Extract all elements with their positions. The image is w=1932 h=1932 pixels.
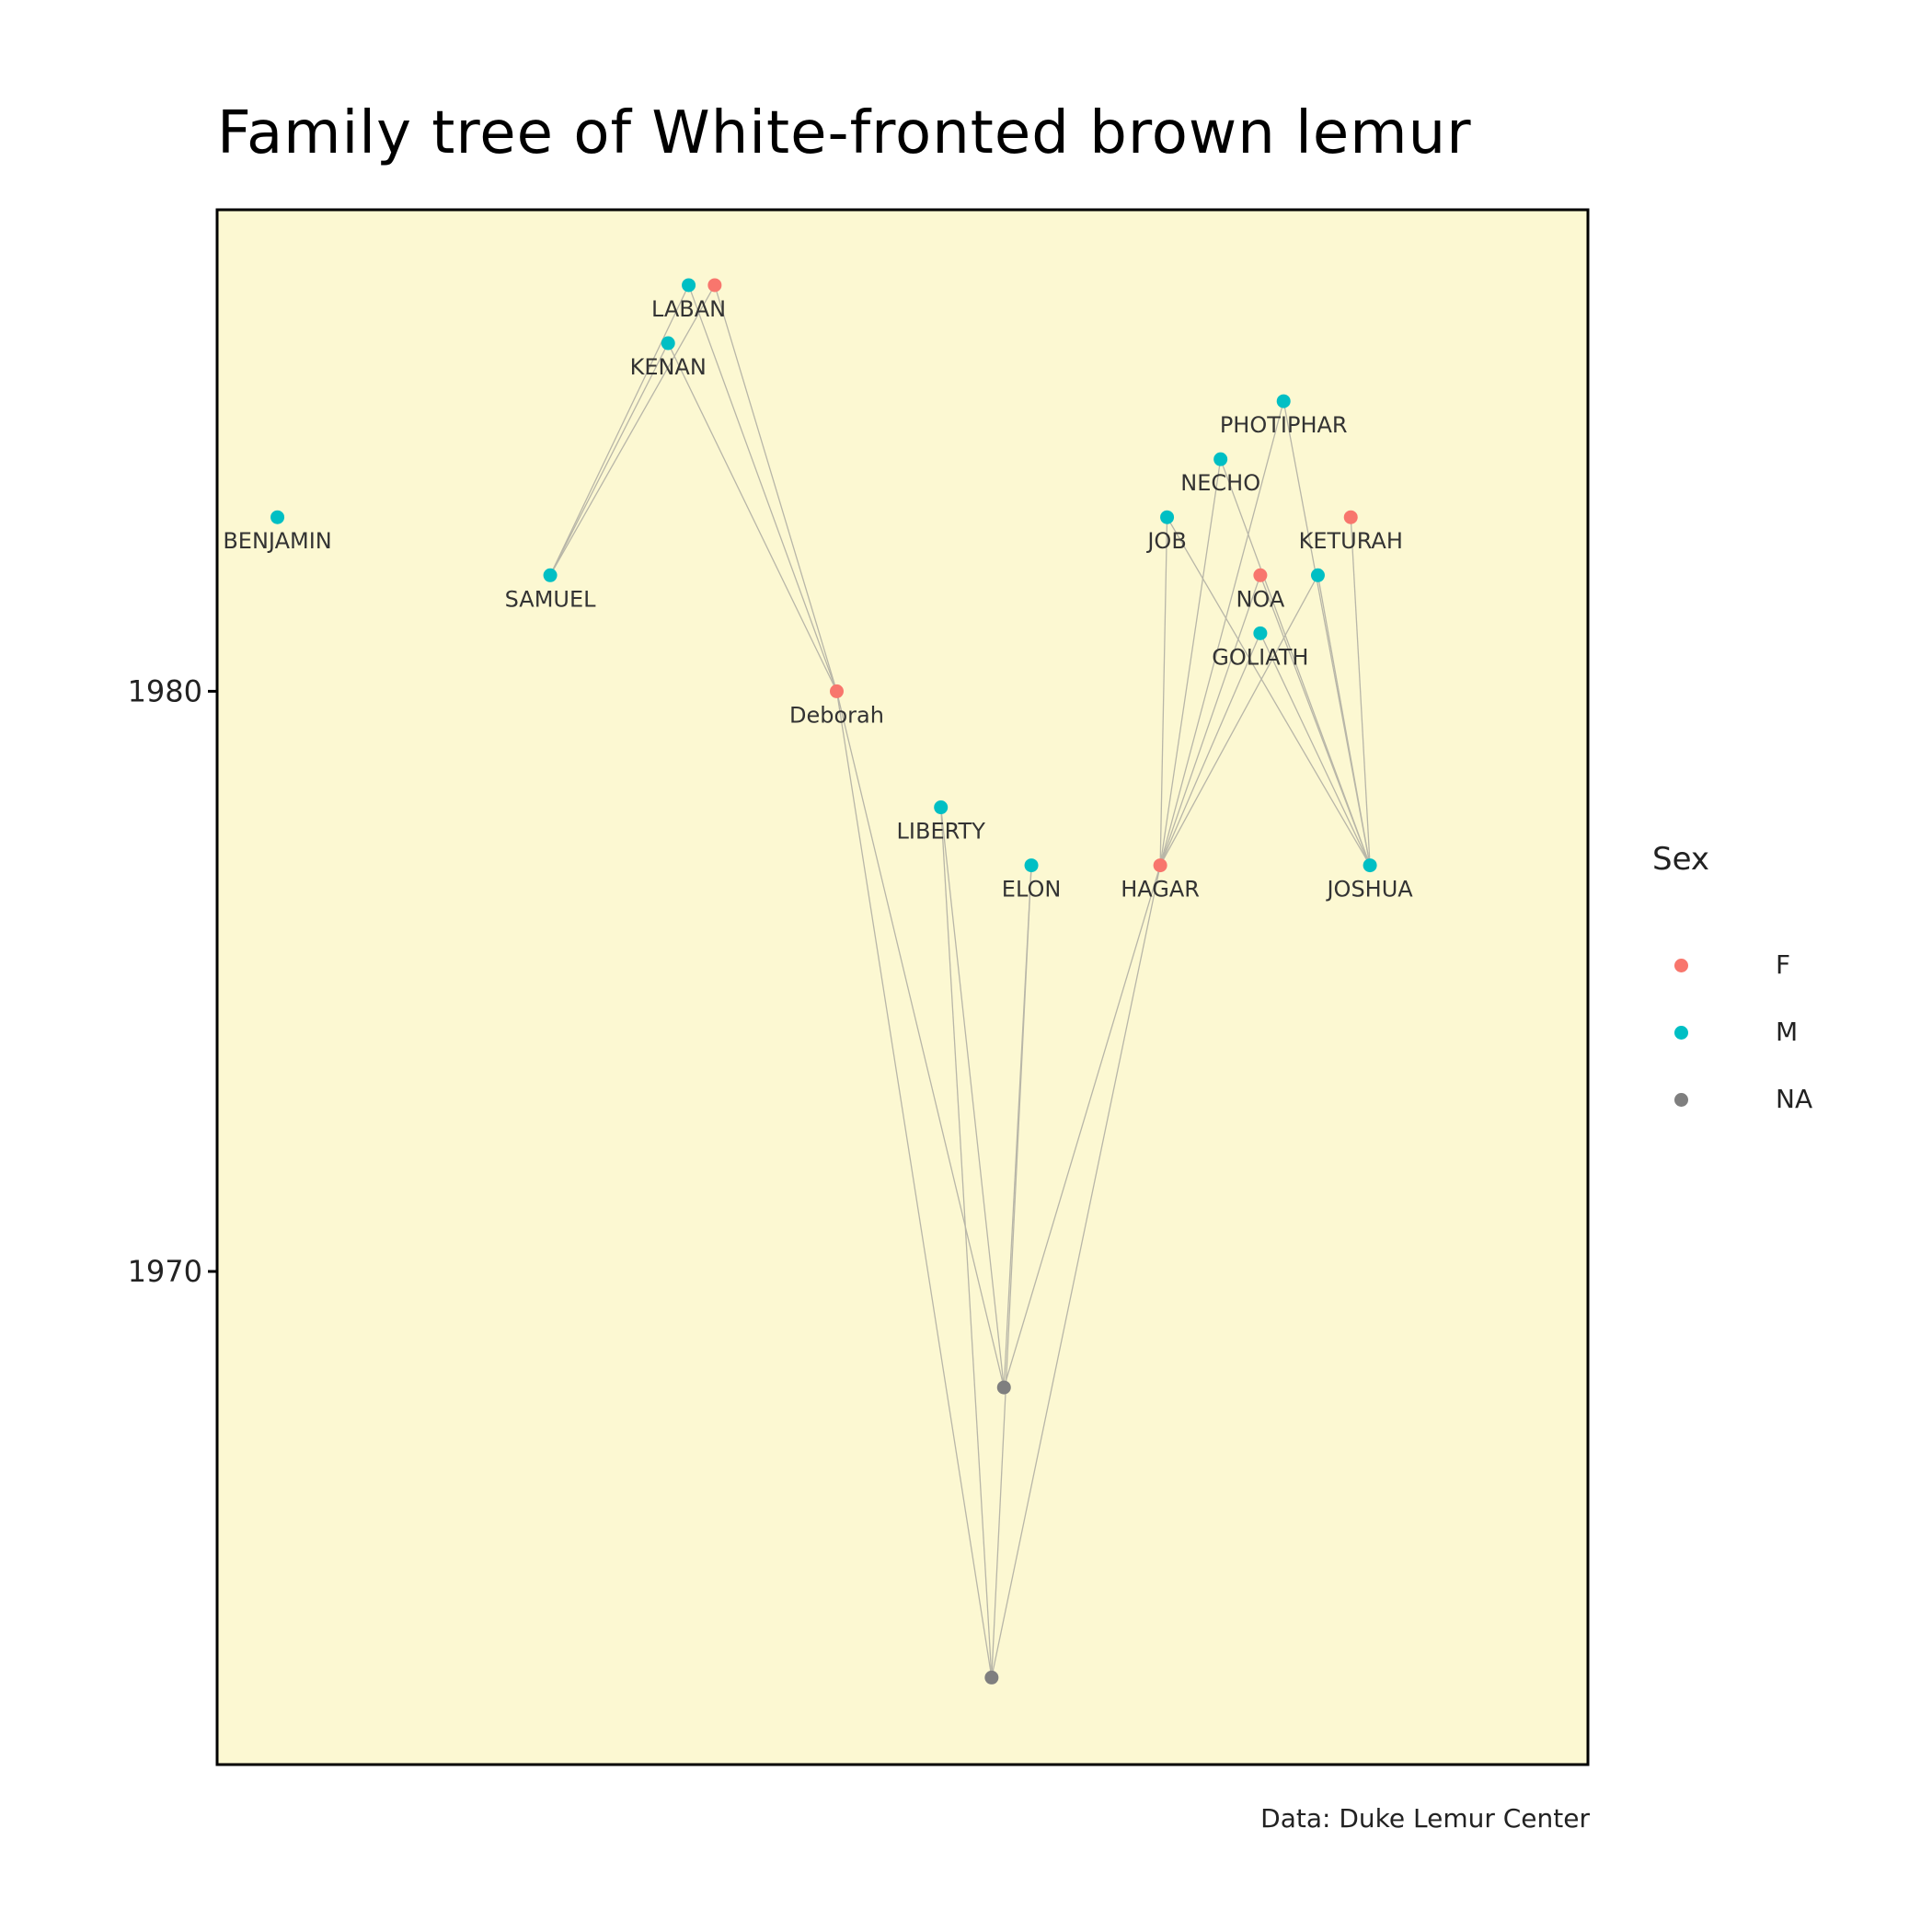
edge-noa-hagar xyxy=(1159,575,1261,866)
edge-hagar-na2 xyxy=(991,865,1161,1678)
legend-item-na: NA xyxy=(1674,1081,1858,1118)
legend-swatch-na xyxy=(1674,1093,1688,1107)
node-laban_f xyxy=(707,278,722,293)
edge-deborah-na2 xyxy=(835,691,993,1678)
node-elon xyxy=(1024,858,1039,873)
legend-item-m: M xyxy=(1674,1014,1858,1051)
node-label-deborah: Deborah xyxy=(789,702,884,728)
edge-deborah-na1 xyxy=(835,691,1005,1388)
node-label-samuel: SAMUEL xyxy=(505,586,597,612)
node-samuel xyxy=(543,568,558,582)
node-deborah xyxy=(829,684,844,698)
node-necho xyxy=(1213,452,1228,466)
label-layer: LABAN KENAN BENJAMIN SAMUEL Deborah LIBERTY EL… xyxy=(223,296,1413,903)
edge-job-joshua xyxy=(1167,516,1371,866)
node-label-liberty: LIBERTY xyxy=(897,819,986,845)
node-liberty xyxy=(934,800,949,815)
edge-kenan-samuel xyxy=(549,342,669,576)
node-label-benjamin: BENJAMIN xyxy=(223,528,331,554)
node-joshua xyxy=(1363,858,1377,873)
node-label-goliath: GOLIATH xyxy=(1212,644,1308,670)
legend-label-na: NA xyxy=(1776,1084,1813,1114)
node-layer xyxy=(270,278,1377,1685)
node-job xyxy=(1160,510,1175,524)
chart-title: Family tree of White-fronted brown lemur xyxy=(217,99,1472,167)
chart-caption: Data: Duke Lemur Center xyxy=(1260,1803,1590,1834)
legend-title: Sex xyxy=(1652,841,1710,878)
edge-layer xyxy=(549,284,1371,1678)
node-label-noa: NOA xyxy=(1236,586,1284,612)
edge-noa-joshua xyxy=(1259,575,1371,866)
node-noa xyxy=(1253,568,1268,582)
node-laban xyxy=(682,278,696,293)
edge-goliath-hagar xyxy=(1159,633,1261,866)
node-label-photiphar: PHOTIPHAR xyxy=(1220,412,1348,438)
edge-laban-deborah xyxy=(687,284,838,692)
node-label-keturah: KETURAH xyxy=(1299,528,1403,554)
node-label-hagar: HAGAR xyxy=(1121,877,1200,903)
node-keturah xyxy=(1343,510,1358,524)
edge-laban-samuel xyxy=(549,284,690,576)
edge-necho-joshua xyxy=(1220,458,1371,866)
node-noa_m xyxy=(1310,568,1325,582)
edge-goliath-joshua xyxy=(1259,633,1371,866)
node-kenan xyxy=(661,336,675,351)
edge-laban_f-samuel xyxy=(549,284,716,576)
node-label-necho: NECHO xyxy=(1180,470,1260,496)
y-axis: 1970 1980 xyxy=(128,673,217,1289)
y-tick-label-1980: 1980 xyxy=(128,673,202,708)
legend-swatch-m xyxy=(1674,1026,1688,1040)
edge-elon-na2 xyxy=(991,865,1032,1678)
edge-necho-hagar xyxy=(1159,459,1222,866)
legend-label-f: F xyxy=(1776,949,1791,980)
node-na1 xyxy=(996,1380,1011,1395)
edge-job-hagar xyxy=(1159,517,1168,866)
node-photiphar xyxy=(1276,394,1291,408)
plot-panel xyxy=(215,208,1590,1766)
node-label-laban: LABAN xyxy=(651,296,726,322)
node-goliath xyxy=(1253,626,1268,640)
edge-kenan-deborah xyxy=(667,342,838,692)
edge-liberty-na1 xyxy=(940,807,1005,1388)
node-label-elon: ELON xyxy=(1002,877,1062,903)
legend-item-f: F xyxy=(1674,947,1858,983)
edge-hagar-na1 xyxy=(1003,865,1161,1388)
edge-noa_m-joshua xyxy=(1317,575,1371,866)
legend-swatch-f xyxy=(1674,959,1688,972)
node-hagar xyxy=(1153,858,1167,873)
edge-photiphar-hagar xyxy=(1159,400,1284,866)
node-benjamin xyxy=(270,510,285,524)
edge-liberty-na2 xyxy=(940,807,993,1678)
node-label-job: JOB xyxy=(1145,528,1186,554)
edge-laban_f-deborah xyxy=(714,284,838,692)
edge-noa_m-hagar xyxy=(1159,574,1319,866)
node-na2 xyxy=(984,1670,999,1685)
edge-keturah-joshua xyxy=(1350,517,1371,866)
node-label-joshua: JOSHUA xyxy=(1325,877,1413,903)
node-label-kenan: KENAN xyxy=(630,354,707,380)
y-tick-label-1970: 1970 xyxy=(128,1254,202,1289)
legend-label-m: M xyxy=(1776,1017,1799,1047)
